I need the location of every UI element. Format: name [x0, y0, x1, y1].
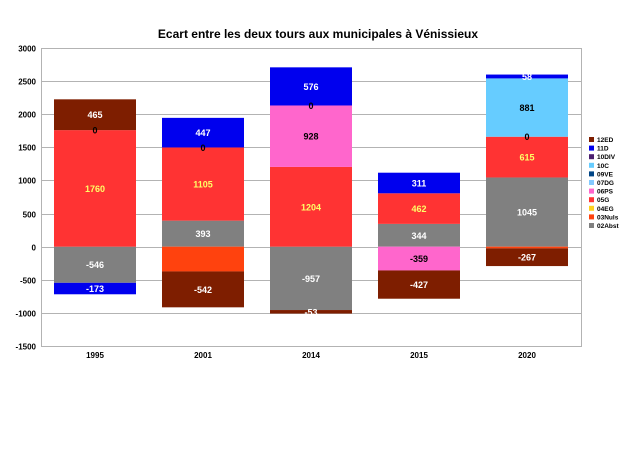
legend-swatch-11d	[589, 145, 594, 151]
x-tick-label: 2020	[518, 351, 536, 360]
data-label: 58	[522, 72, 532, 82]
data-label: 0	[92, 126, 97, 136]
bar-segment-02abst-2014	[270, 246, 352, 311]
bar-segment-02abst-2001	[162, 220, 244, 247]
x-tick-label: 1995	[86, 351, 104, 360]
bars	[54, 67, 568, 314]
bar-segment-05g-2020	[486, 136, 568, 178]
data-label: 1204	[301, 202, 321, 212]
legend-swatch-10c	[589, 162, 594, 168]
bar-segment-06ps-2015	[378, 246, 460, 271]
bar-segment-03nuls-2001	[162, 246, 244, 272]
legend-entry-02abst: 02Abst	[597, 223, 620, 230]
data-label: 928	[303, 132, 318, 142]
data-labels: -546 1760 -173 465 0 393 1105 447 -542 0 -957 1204 9…	[85, 72, 537, 317]
bar-segment-12ed-2015	[378, 270, 460, 299]
axes: 3000 2500 2000 1500 1000 500 0 -500 -1000 -1500 19…	[16, 45, 582, 360]
data-label: -267	[518, 253, 536, 263]
y-tick-label: -1000	[16, 310, 37, 319]
legend-swatch-03nuls	[589, 214, 594, 220]
legend-entry-07dg: 07DG	[597, 180, 614, 187]
data-label: 393	[195, 229, 210, 239]
plot-border	[41, 48, 582, 347]
y-tick-label: 1500	[18, 144, 36, 153]
legend-entry-10c: 10C	[597, 163, 609, 170]
bar-segment-02abst-1995	[54, 246, 136, 283]
legend-swatch-05g	[589, 197, 594, 203]
data-label: -542	[194, 285, 212, 295]
bar-segment-06ps-2014	[270, 105, 352, 167]
legend-swatch-02abst	[589, 223, 594, 228]
bar-segment-12ed-2014	[270, 310, 352, 314]
legend-entry-09ve: 09VE	[597, 171, 614, 178]
legend-swatch-12ed	[589, 137, 594, 142]
bar-segment-05g-2014	[270, 166, 352, 247]
data-label: 576	[303, 82, 318, 92]
data-label: -427	[410, 280, 428, 290]
legend-entry-10div: 10DIV	[597, 154, 616, 161]
x-tick-label: 2014	[302, 351, 320, 360]
y-tick-label: 1000	[18, 177, 36, 186]
y-tick-label: -1500	[16, 343, 37, 352]
legend-entry-05g: 05G	[597, 197, 609, 204]
data-label: 311	[412, 178, 427, 188]
x-tick-label: 2015	[410, 351, 428, 360]
data-label: -173	[86, 284, 104, 294]
data-label: 1760	[85, 184, 105, 194]
x-tick-label: 2001	[194, 351, 212, 360]
bar-segment-11d-1995	[54, 282, 136, 295]
data-label: -53	[304, 307, 317, 317]
y-tick-label: 3000	[18, 45, 36, 54]
legend-swatch-04eg	[589, 205, 594, 211]
y-tick-label: 500	[23, 211, 37, 220]
bar-segment-10c-2020	[486, 78, 568, 137]
legend-swatch-06ps	[589, 188, 594, 194]
chart-title: Ecart entre les deux tours aux municipal…	[158, 27, 478, 41]
bar-segment-05g-2001	[162, 147, 244, 221]
legend-entry-06ps: 06PS	[597, 189, 614, 196]
data-label: 0	[524, 132, 529, 142]
y-tick-label: 2000	[18, 111, 36, 120]
data-label: 1105	[193, 180, 213, 190]
bar-segment-11d-2014	[270, 67, 352, 106]
bar-segment-05g-2015	[378, 193, 460, 224]
data-label: -359	[410, 254, 428, 264]
legend-swatch-09ve	[589, 171, 594, 177]
data-label: 881	[519, 103, 534, 113]
bar-segment-02abst-2015	[378, 223, 460, 247]
y-tick-label: 0	[32, 244, 37, 253]
data-label: 344	[411, 231, 426, 241]
bar-segment-05g-1995	[54, 130, 136, 247]
bar-segment-02abst-2020	[486, 177, 568, 247]
legend-swatch-10div	[589, 154, 594, 160]
data-label: -546	[86, 260, 104, 270]
legend-entry-04eg: 04EG	[597, 206, 614, 213]
y-tick-label: -500	[20, 277, 37, 286]
data-label: 462	[411, 204, 426, 214]
data-label: 447	[195, 128, 210, 138]
y-tick-label: 2500	[18, 78, 36, 87]
bar-segment-11d-2015	[378, 172, 460, 194]
bar-segment-11d-2020	[486, 74, 568, 79]
bar-segment-03nuls-2020	[486, 246, 568, 249]
bar-segment-12ed-2001	[162, 271, 244, 308]
data-label: 1045	[517, 208, 537, 218]
legend-entry-12ed: 12ED	[597, 137, 614, 144]
bar-segment-11d-2001	[162, 117, 244, 148]
legend-entry-03nuls: 03Nuls	[597, 214, 619, 221]
data-label: -957	[302, 274, 320, 284]
bar-segment-12ed-2020	[486, 248, 568, 267]
data-label: 0	[308, 101, 313, 111]
bar-segment-12ed-1995	[54, 99, 136, 131]
legend-swatch-07dg	[589, 180, 594, 185]
data-label: 0	[200, 143, 205, 153]
legend-entry-11d: 11D	[597, 146, 609, 153]
data-label: 615	[519, 153, 534, 163]
data-label: 465	[87, 110, 102, 120]
